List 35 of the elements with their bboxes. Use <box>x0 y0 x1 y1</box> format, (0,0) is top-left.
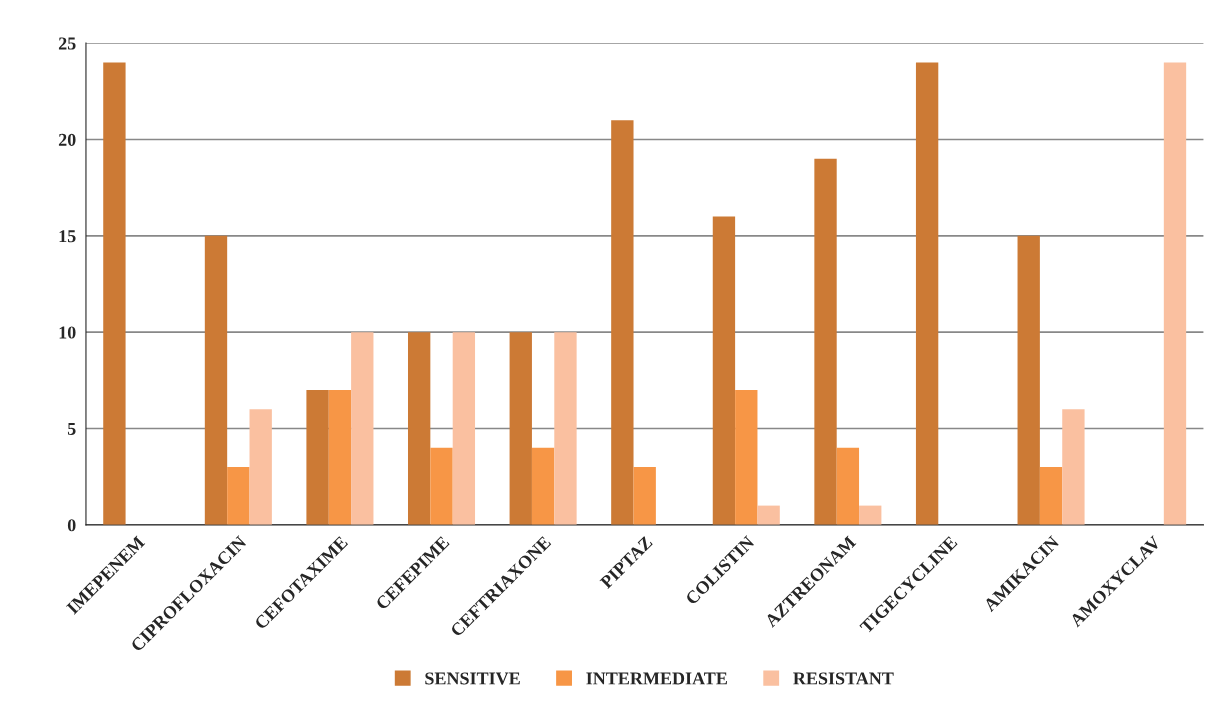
bar <box>712 216 736 525</box>
bar <box>408 332 431 525</box>
bar <box>1017 235 1040 525</box>
bar <box>859 505 882 525</box>
bar <box>814 158 837 525</box>
bar <box>836 447 860 525</box>
legend-label: RESISTANT <box>793 672 894 685</box>
bar <box>633 467 656 525</box>
bar <box>1163 62 1187 525</box>
bar <box>249 409 272 525</box>
bar <box>757 505 780 525</box>
bar <box>509 332 532 525</box>
y-tick-label: 15 <box>59 230 76 243</box>
legend-label: SENSITIVE <box>425 672 520 685</box>
y-tick-label: 5 <box>67 422 76 435</box>
bar <box>531 447 555 525</box>
bar <box>452 332 476 525</box>
bar <box>430 447 453 525</box>
y-tick-label: 10 <box>59 326 76 339</box>
bar <box>915 62 939 525</box>
bar <box>1039 467 1063 525</box>
bar <box>351 332 374 525</box>
bar <box>554 332 577 525</box>
y-tick-label: 0 <box>67 519 76 532</box>
legend-label: INTERMEDIATE <box>586 672 727 685</box>
bar <box>306 389 329 525</box>
bar <box>103 62 126 525</box>
bar <box>227 467 250 525</box>
bar <box>735 389 758 525</box>
bar <box>328 389 352 525</box>
bar <box>611 120 634 525</box>
y-tick-label: 20 <box>58 133 76 146</box>
bar <box>1062 409 1085 525</box>
bar <box>204 235 228 525</box>
y-tick-label: 25 <box>58 37 76 50</box>
